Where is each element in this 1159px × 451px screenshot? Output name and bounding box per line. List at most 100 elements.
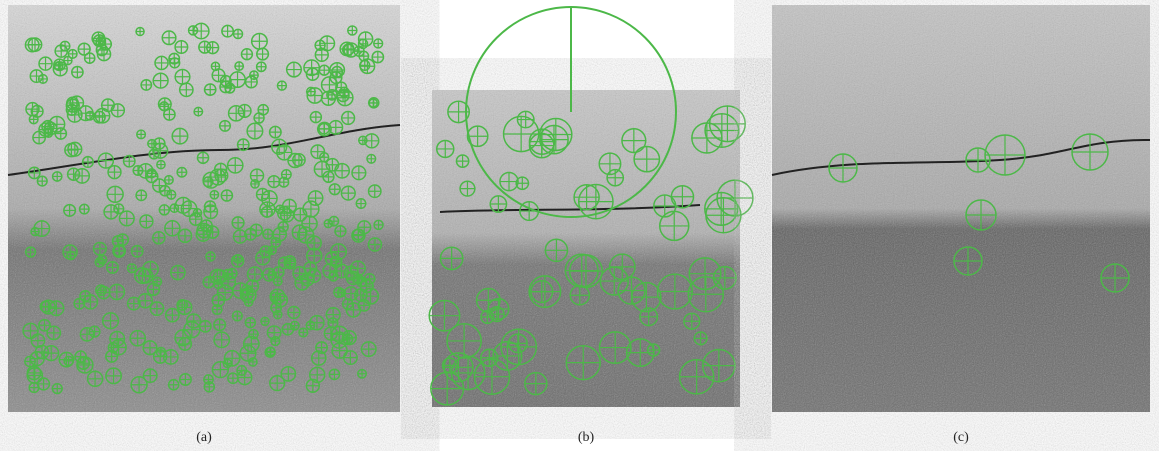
feature-marker: [214, 319, 225, 330]
feature-marker: [204, 382, 214, 392]
feature-marker: [44, 346, 59, 361]
feature-marker: [570, 286, 589, 305]
feature-marker: [166, 308, 179, 321]
feature-marker: [136, 27, 144, 35]
feature-marker: [39, 57, 52, 70]
feature-marker: [966, 200, 996, 230]
feature-marker: [228, 373, 238, 383]
feature-marker: [356, 199, 365, 208]
feature-marker: [238, 139, 249, 150]
feature-marker: [493, 342, 522, 371]
feature-marker: [227, 269, 237, 279]
feature-marker: [448, 101, 469, 122]
feature-marker: [565, 254, 598, 287]
feature-marker: [627, 339, 654, 366]
feature-marker: [52, 384, 62, 394]
feature-marker: [128, 264, 137, 273]
feature-marker: [27, 368, 42, 383]
feature-marker: [374, 39, 383, 48]
feature-marker: [210, 191, 218, 199]
feature-marker: [261, 317, 269, 325]
feature-marker: [367, 154, 376, 163]
feature-marker: [660, 211, 689, 240]
feature-marker: [437, 140, 454, 157]
feature-marker: [212, 305, 221, 314]
feature-marker: [68, 168, 80, 180]
feature-marker: [440, 247, 462, 269]
feature-marker: [214, 280, 223, 289]
feature-marker: [361, 342, 376, 357]
feature-marker: [268, 176, 280, 188]
feature-marker: [98, 286, 110, 298]
feature-marker: [31, 228, 39, 236]
feature-marker: [205, 84, 216, 95]
feature-marker: [103, 313, 119, 329]
feature-marker: [148, 283, 160, 295]
feature-marker: [262, 191, 277, 206]
feature-marker: [184, 322, 200, 338]
feature-marker: [68, 50, 77, 59]
feature-marker: [252, 34, 268, 50]
feature-marker: [38, 378, 50, 390]
feature-marker: [337, 90, 349, 102]
feature-marker: [106, 368, 121, 383]
feature-marker: [310, 112, 321, 123]
feature-marker: [429, 300, 459, 330]
feature-marker: [1072, 134, 1108, 170]
feature-marker: [250, 71, 258, 79]
feature-marker: [520, 202, 539, 221]
feature-marker: [206, 252, 215, 261]
feature-marker: [31, 105, 43, 117]
feature-marker: [460, 181, 475, 196]
feature-marker: [271, 238, 280, 247]
feature-marker: [153, 232, 165, 244]
feature-marker: [65, 144, 78, 157]
feature-marker: [566, 346, 600, 380]
feature-marker: [177, 167, 187, 177]
feature-marker: [293, 154, 305, 166]
feature-marker: [274, 311, 282, 319]
feature-marker: [170, 204, 178, 212]
feature-marker: [251, 180, 259, 188]
feature-marker: [89, 326, 100, 337]
feature-marker: [141, 80, 151, 90]
feature-marker: [270, 289, 285, 304]
feature-marker: [107, 186, 123, 202]
feature-marker: [102, 99, 115, 112]
feature-marker: [358, 369, 366, 377]
feature-marker: [54, 59, 65, 70]
feature-marker: [342, 112, 355, 125]
feature-marker: [194, 23, 209, 38]
feature-marker: [96, 285, 106, 295]
feature-marker: [233, 311, 243, 321]
feature-marker: [205, 201, 216, 212]
feature-marker: [263, 229, 273, 239]
feature-marker: [29, 167, 40, 178]
feature-marker: [477, 288, 501, 312]
feature-marker: [600, 267, 628, 295]
feature-marker: [148, 140, 156, 148]
feature-marker: [72, 67, 83, 78]
feature-marker: [64, 205, 76, 217]
panel-a: [8, 5, 400, 412]
feature-marker: [30, 70, 42, 82]
feature-marker: [710, 106, 746, 142]
feature-marker: [220, 81, 231, 92]
feature-marker: [165, 221, 180, 236]
feature-marker: [359, 39, 368, 48]
feature-marker: [304, 60, 319, 75]
feature-marker: [256, 251, 270, 265]
feature-marker: [181, 201, 196, 216]
feature-marker: [133, 166, 143, 176]
feature-marker: [169, 53, 179, 63]
feature-marker: [257, 188, 269, 200]
feature-marker: [335, 164, 349, 178]
feature-marker: [37, 176, 47, 186]
feature-marker: [201, 220, 212, 231]
feature-marker: [335, 226, 346, 237]
feature-marker: [109, 284, 124, 299]
feature-marker: [516, 177, 528, 189]
texture: [772, 5, 1150, 412]
feature-marker: [114, 204, 124, 214]
feature-marker: [298, 227, 314, 243]
